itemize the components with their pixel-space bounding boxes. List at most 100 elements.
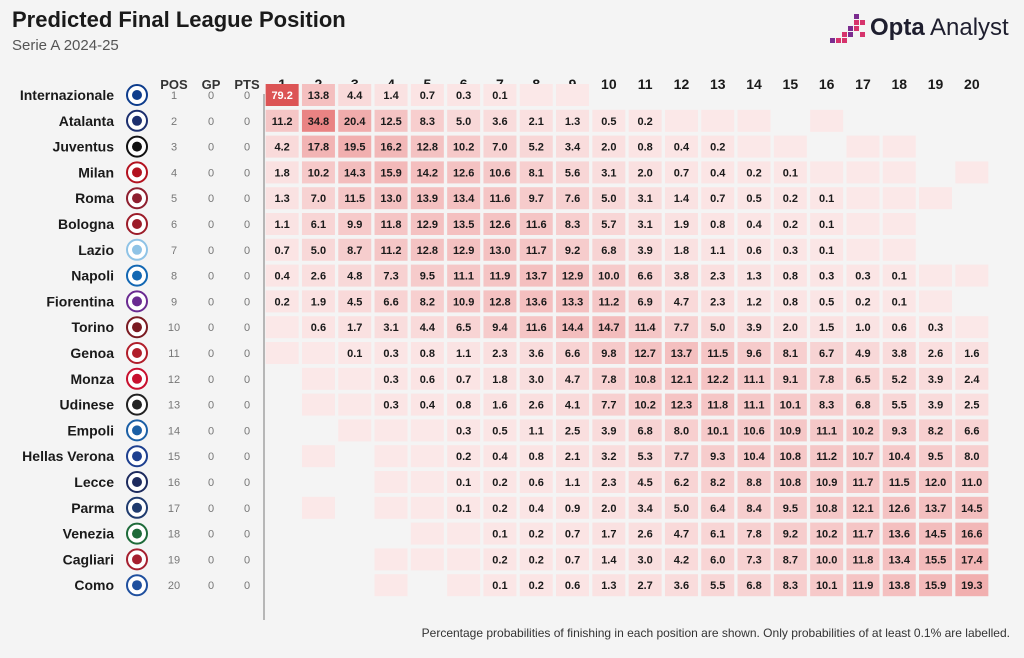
heatmap-cell	[628, 445, 662, 468]
data-label: 10.8	[816, 503, 837, 515]
heatmap-cell	[628, 187, 662, 210]
data-label: 15.9	[925, 580, 946, 592]
heatmap-cell	[773, 419, 807, 442]
heatmap-cell	[265, 109, 299, 132]
heatmap-cell	[265, 316, 299, 339]
heatmap-cell	[374, 445, 408, 468]
team-name: Udinese	[60, 397, 115, 413]
data-label: 0.9	[565, 503, 580, 515]
heatmap-cell	[592, 238, 626, 261]
data-label: 3.4	[638, 503, 654, 515]
data-label: 6.6	[964, 425, 979, 437]
gp-value: 0	[208, 90, 214, 102]
data-label: 4.5	[638, 477, 653, 489]
heatmap-cell	[737, 445, 771, 468]
data-label: 0.7	[674, 167, 689, 179]
gp-value: 0	[208, 219, 214, 231]
team-name: Milan	[78, 164, 114, 180]
data-label: 4.7	[674, 296, 689, 308]
data-label: 13.0	[489, 245, 510, 257]
heatmap-cell	[737, 367, 771, 390]
data-label: 8.2	[420, 296, 435, 308]
gp-value: 0	[208, 374, 214, 386]
data-label: 0.3	[456, 90, 471, 102]
heatmap-cell	[737, 290, 771, 313]
heatmap-cell	[374, 109, 408, 132]
gp-value: 0	[208, 554, 214, 566]
gp-value: 0	[208, 322, 214, 334]
data-label: 4.8	[347, 271, 362, 283]
heatmap-cell	[810, 393, 844, 416]
data-label: 11.7	[526, 245, 547, 257]
heatmap-cell	[810, 161, 844, 184]
data-label: 7.7	[674, 322, 689, 334]
heatmap-cell	[810, 342, 844, 364]
data-label: 6.1	[710, 529, 725, 541]
heatmap-cell	[701, 290, 735, 313]
heatmap-cell	[955, 393, 989, 416]
heatmap-cell	[447, 135, 481, 158]
heatmap-cell	[519, 342, 553, 364]
page-subtitle: Serie A 2024-25	[12, 37, 119, 54]
heatmap-cell	[810, 264, 844, 287]
data-label: 3.9	[928, 400, 943, 412]
data-label: 6.6	[383, 296, 398, 308]
data-label: 1.1	[456, 348, 471, 360]
data-label: 3.9	[928, 374, 943, 386]
pts-value: 0	[244, 322, 250, 334]
heatmap-cell	[592, 548, 626, 571]
heatmap-cell	[447, 471, 481, 493]
heatmap-cell	[737, 264, 771, 287]
data-label: 9.6	[746, 348, 761, 360]
pos-value: 8	[171, 271, 177, 283]
data-label: 9.4	[492, 322, 508, 334]
data-label: 4.4	[420, 322, 436, 334]
heatmap-cell	[301, 393, 335, 416]
heatmap-cell	[628, 161, 662, 184]
heatmap-cell	[810, 316, 844, 339]
heatmap-cell	[592, 264, 626, 287]
gp-value: 0	[208, 503, 214, 515]
data-label: 0.2	[492, 554, 507, 566]
data-label: 6.7	[819, 348, 834, 360]
heatmap-cell	[301, 290, 335, 313]
heatmap-cell	[628, 213, 662, 235]
data-label: 10.1	[816, 580, 837, 592]
data-label: 0.6	[529, 477, 544, 489]
table-row: Parma 17 0 0 0.1 0.2 0.4 0.9 2.0 3.4 5.0 6.4 8.4 9.5 1…	[71, 496, 989, 519]
pts-value: 0	[244, 554, 250, 566]
gp-value: 0	[208, 271, 214, 283]
heatmap-cell	[447, 238, 481, 261]
data-label: 14.5	[961, 503, 982, 515]
heatmap-cell	[882, 342, 916, 364]
data-label: 1.2	[746, 296, 761, 308]
data-label: 4.1	[565, 400, 580, 412]
heatmap-cell	[301, 213, 335, 235]
heatmap-cell	[301, 316, 335, 339]
heatmap-cell	[556, 367, 590, 390]
data-label: 11.9	[490, 271, 511, 283]
cagliari-crest-icon	[126, 548, 148, 571]
pts-value: 0	[244, 580, 250, 592]
gp-value: 0	[208, 348, 214, 360]
heatmap-cell	[374, 496, 408, 519]
data-label: 8.3	[819, 400, 834, 412]
bologna-crest-icon	[126, 213, 148, 235]
heatmap-cell	[265, 135, 299, 158]
heatmap-cell	[374, 135, 408, 158]
heatmap-cell	[301, 367, 335, 390]
heatmap-cell	[955, 471, 989, 493]
position-header: 10	[601, 76, 617, 92]
gp-value: 0	[208, 296, 214, 308]
heatmap-cell	[338, 264, 372, 287]
heatmap-cell	[301, 187, 335, 210]
logo-square	[842, 38, 847, 43]
heatmap-cell	[846, 548, 880, 571]
heatmap-cell	[664, 393, 698, 416]
roma-crest-icon	[126, 187, 148, 210]
heatmap-cell	[955, 419, 989, 442]
table-row: Atalanta 2 0 0 11.2 34.8 20.4 12.5 8.3 5.0 3.6 2.1 1…	[59, 109, 844, 132]
data-label: 5.5	[710, 580, 725, 592]
data-label: 14.2	[417, 167, 438, 179]
heatmap-cell	[664, 161, 698, 184]
